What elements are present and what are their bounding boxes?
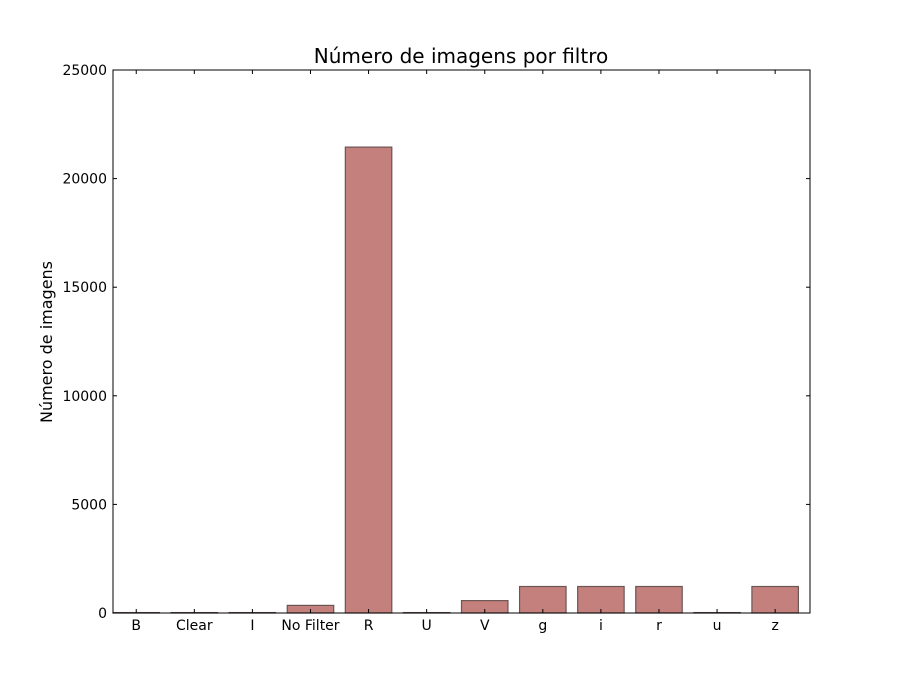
y-axis-label: Número de imagens	[37, 261, 56, 423]
bar-r	[344, 146, 393, 614]
y-tick-label: 20000	[62, 172, 107, 188]
x-tick-label: u	[713, 618, 722, 634]
x-tick-label: r	[656, 618, 662, 634]
x-tick-label: V	[480, 618, 490, 634]
bar-z	[751, 585, 799, 614]
x-tick-label: z	[771, 618, 778, 634]
x-tick-label: R	[364, 618, 374, 634]
y-tick-label: 5000	[71, 497, 107, 513]
chart-title: Número de imagens por filtro	[314, 44, 608, 68]
x-tick-label: U	[422, 618, 432, 634]
y-tick-label: 10000	[62, 389, 107, 405]
x-tick-label: B	[131, 618, 141, 634]
y-tick-label: 15000	[62, 280, 107, 296]
bar-i	[577, 585, 625, 614]
x-tick-label: No Filter	[281, 618, 339, 634]
x-tick-label: I	[250, 618, 254, 634]
y-tick-label: 0	[98, 606, 107, 622]
x-tick-label: Clear	[176, 618, 213, 634]
x-tick-label: i	[599, 618, 603, 634]
y-tick-label: 25000	[62, 63, 107, 79]
ticks-layer	[113, 69, 810, 614]
x-tick-label: g	[538, 618, 547, 634]
plot-area-frame	[112, 69, 811, 614]
bar-r	[635, 585, 683, 614]
